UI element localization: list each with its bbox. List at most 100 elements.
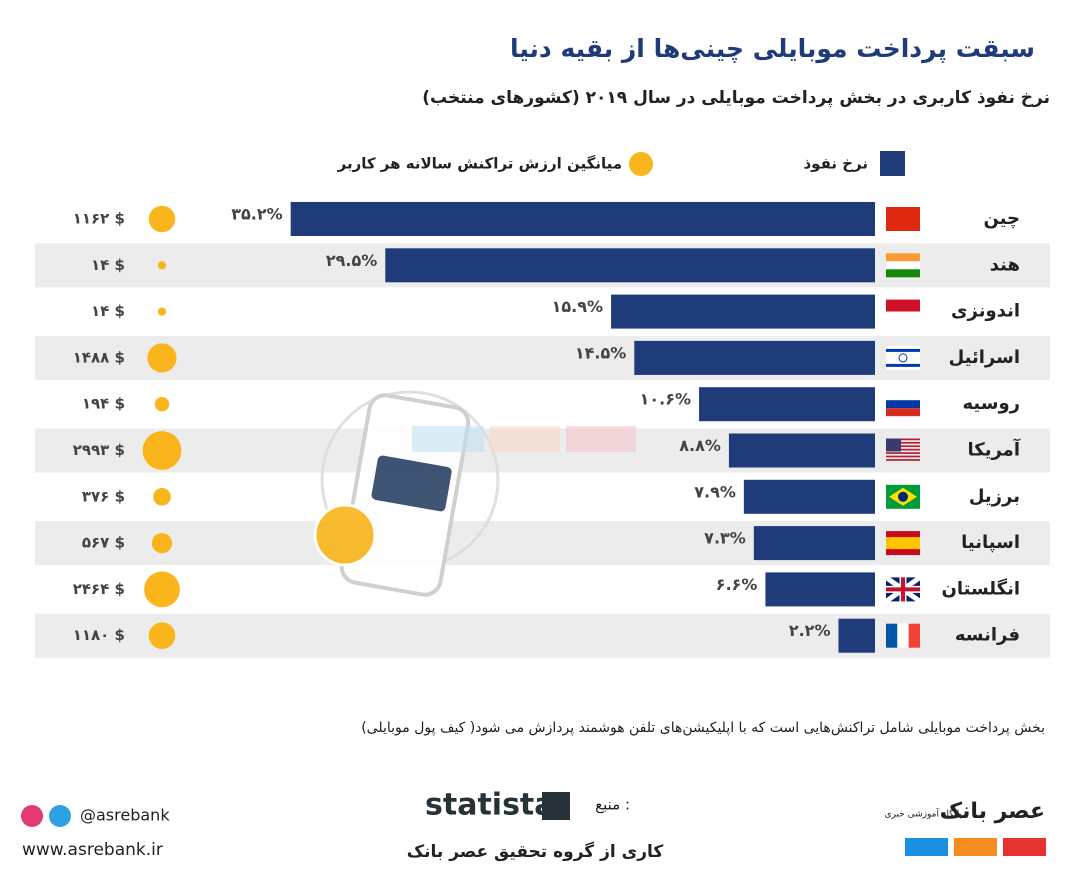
flag bbox=[886, 269, 920, 278]
bubble bbox=[144, 571, 180, 608]
category-label: روسیه bbox=[962, 393, 1020, 414]
bubble bbox=[157, 307, 167, 316]
flag bbox=[886, 455, 920, 458]
handle: @asrebank bbox=[80, 806, 170, 825]
flag bbox=[886, 448, 920, 451]
category-label: آمریکا bbox=[968, 438, 1021, 461]
flag bbox=[886, 207, 920, 231]
flag bbox=[886, 348, 920, 352]
category-label: اسرائیل bbox=[949, 347, 1020, 368]
category-label: برزیل bbox=[969, 486, 1020, 507]
category-label: هند bbox=[990, 254, 1020, 275]
flag bbox=[884, 575, 922, 604]
bar bbox=[728, 433, 875, 468]
value-label: ۱۴.۵% bbox=[575, 343, 626, 362]
flag bbox=[898, 353, 908, 363]
flag bbox=[886, 623, 898, 648]
row-background bbox=[35, 335, 1050, 380]
value-label: ۱۴ $ bbox=[91, 302, 125, 320]
flag bbox=[886, 311, 920, 324]
rows bbox=[35, 243, 1050, 658]
value-label: ۶.۶% bbox=[716, 575, 758, 594]
bar bbox=[765, 572, 875, 607]
flag bbox=[886, 438, 920, 441]
logo: عصر بانک bbox=[940, 799, 1045, 824]
value-label: ۲۹.۵% bbox=[326, 251, 377, 270]
value-label: ۱۰.۶% bbox=[640, 390, 691, 409]
flag bbox=[886, 484, 920, 509]
category-label: فرانسه bbox=[955, 625, 1020, 646]
bar bbox=[611, 294, 875, 329]
value-label: ۳۷۶ $ bbox=[82, 487, 125, 505]
legend-swatch bbox=[880, 151, 905, 176]
bubble bbox=[148, 205, 176, 233]
logo-bar bbox=[1003, 838, 1046, 856]
value-label: ۱۱۸۰ $ bbox=[73, 626, 125, 644]
value-label: ۱۴ $ bbox=[91, 256, 125, 274]
flag bbox=[886, 623, 920, 648]
flag bbox=[908, 623, 920, 648]
logo-tagline: پایگاه آموزشی خبری bbox=[884, 808, 962, 820]
flag bbox=[886, 438, 901, 452]
legend-swatch bbox=[629, 152, 653, 176]
legend-label: میانگین ارزش تراکنش سالانه هر کاربر bbox=[337, 155, 622, 173]
bubble bbox=[147, 343, 177, 373]
flag bbox=[886, 261, 920, 270]
flag bbox=[886, 363, 920, 367]
bubble bbox=[153, 487, 171, 506]
category-label: انگلستان bbox=[941, 577, 1020, 599]
value-label: ۵۶۷ $ bbox=[82, 534, 125, 552]
legend-label: نرخ نفوذ bbox=[803, 155, 868, 173]
source-label: منبع : bbox=[595, 796, 630, 814]
value-label: ۲۴۶۴ $ bbox=[73, 580, 125, 598]
flag bbox=[886, 299, 920, 324]
row-background bbox=[35, 613, 1050, 658]
value-label: ۸.۸% bbox=[679, 436, 721, 455]
bubble bbox=[157, 261, 167, 270]
telegram-icon bbox=[49, 805, 71, 827]
logo-bar bbox=[954, 838, 997, 856]
flag bbox=[886, 438, 920, 461]
bubble bbox=[142, 431, 182, 470]
flag bbox=[886, 299, 920, 312]
category-label: اندونزی bbox=[951, 301, 1020, 322]
flag bbox=[886, 445, 920, 448]
bar bbox=[290, 202, 875, 236]
logo-bar bbox=[905, 838, 948, 856]
flag bbox=[886, 345, 920, 370]
bar bbox=[699, 387, 875, 422]
flag bbox=[886, 531, 920, 556]
phone-illustration bbox=[313, 390, 636, 597]
value-label: ۱۴۸۸ $ bbox=[73, 348, 125, 366]
bar bbox=[838, 618, 875, 653]
flag bbox=[886, 253, 920, 278]
category-label: اسپانیا bbox=[961, 532, 1020, 553]
value-label: ۱۵.۹% bbox=[552, 297, 603, 316]
subtitle: نرخ نفوذ کاربری در بخش پرداخت موبایلی در… bbox=[422, 88, 1050, 108]
flag bbox=[886, 392, 920, 417]
value-label: ۱۱۶۲ $ bbox=[73, 210, 125, 228]
flag bbox=[897, 623, 909, 648]
bar bbox=[743, 479, 875, 514]
flag bbox=[886, 537, 920, 550]
category-label: چین bbox=[983, 208, 1020, 229]
bar bbox=[634, 340, 875, 375]
row-background bbox=[35, 521, 1050, 566]
bubble bbox=[151, 532, 173, 554]
value-label: ۲.۲% bbox=[789, 621, 831, 640]
footnote: بخش پرداخت موبایلی شامل تراکنش‌هایی است … bbox=[361, 720, 1045, 736]
flag bbox=[898, 491, 908, 502]
bubble bbox=[154, 397, 170, 412]
value-label: ۱۹۴ $ bbox=[82, 395, 125, 413]
source: statista bbox=[425, 788, 555, 823]
flag bbox=[886, 577, 920, 602]
bar bbox=[385, 248, 875, 283]
flag bbox=[886, 459, 920, 461]
flag bbox=[886, 392, 920, 401]
flag bbox=[886, 441, 920, 444]
bubble bbox=[148, 622, 176, 650]
title: سبقت پرداخت موبایلی چینی‌ها از بقیه دنیا bbox=[510, 34, 1035, 64]
flag bbox=[886, 400, 920, 409]
value-label: ۷.۳% bbox=[704, 529, 746, 548]
